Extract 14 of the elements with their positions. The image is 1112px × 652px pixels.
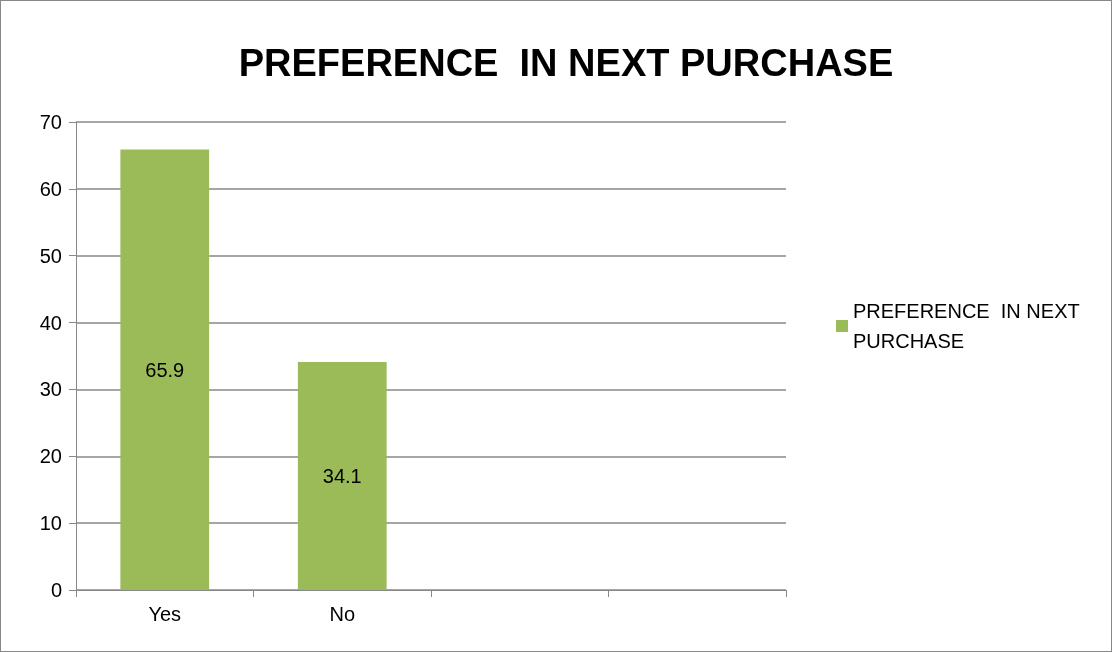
- y-tick-label: 10: [39, 512, 62, 535]
- data-label: 65.9: [145, 358, 185, 381]
- y-tick-label: 60: [39, 177, 62, 200]
- y-tick-label: 30: [39, 378, 62, 401]
- x-tick-label: Yes: [148, 603, 182, 625]
- data-label: 34.1: [322, 465, 362, 488]
- y-tick-label: 0: [50, 579, 62, 601]
- y-tick-label: 20: [39, 445, 62, 468]
- legend-label: PREFERENCE IN NEXT PURCHASE: [853, 300, 1085, 352]
- y-tick-label: 40: [39, 311, 62, 334]
- chart-title: PREFERENCE IN NEXT PURCHASE: [238, 42, 894, 84]
- y-tick-label: 50: [39, 244, 62, 267]
- y-tick-label: 70: [39, 111, 62, 133]
- x-tick-label: No: [329, 603, 356, 625]
